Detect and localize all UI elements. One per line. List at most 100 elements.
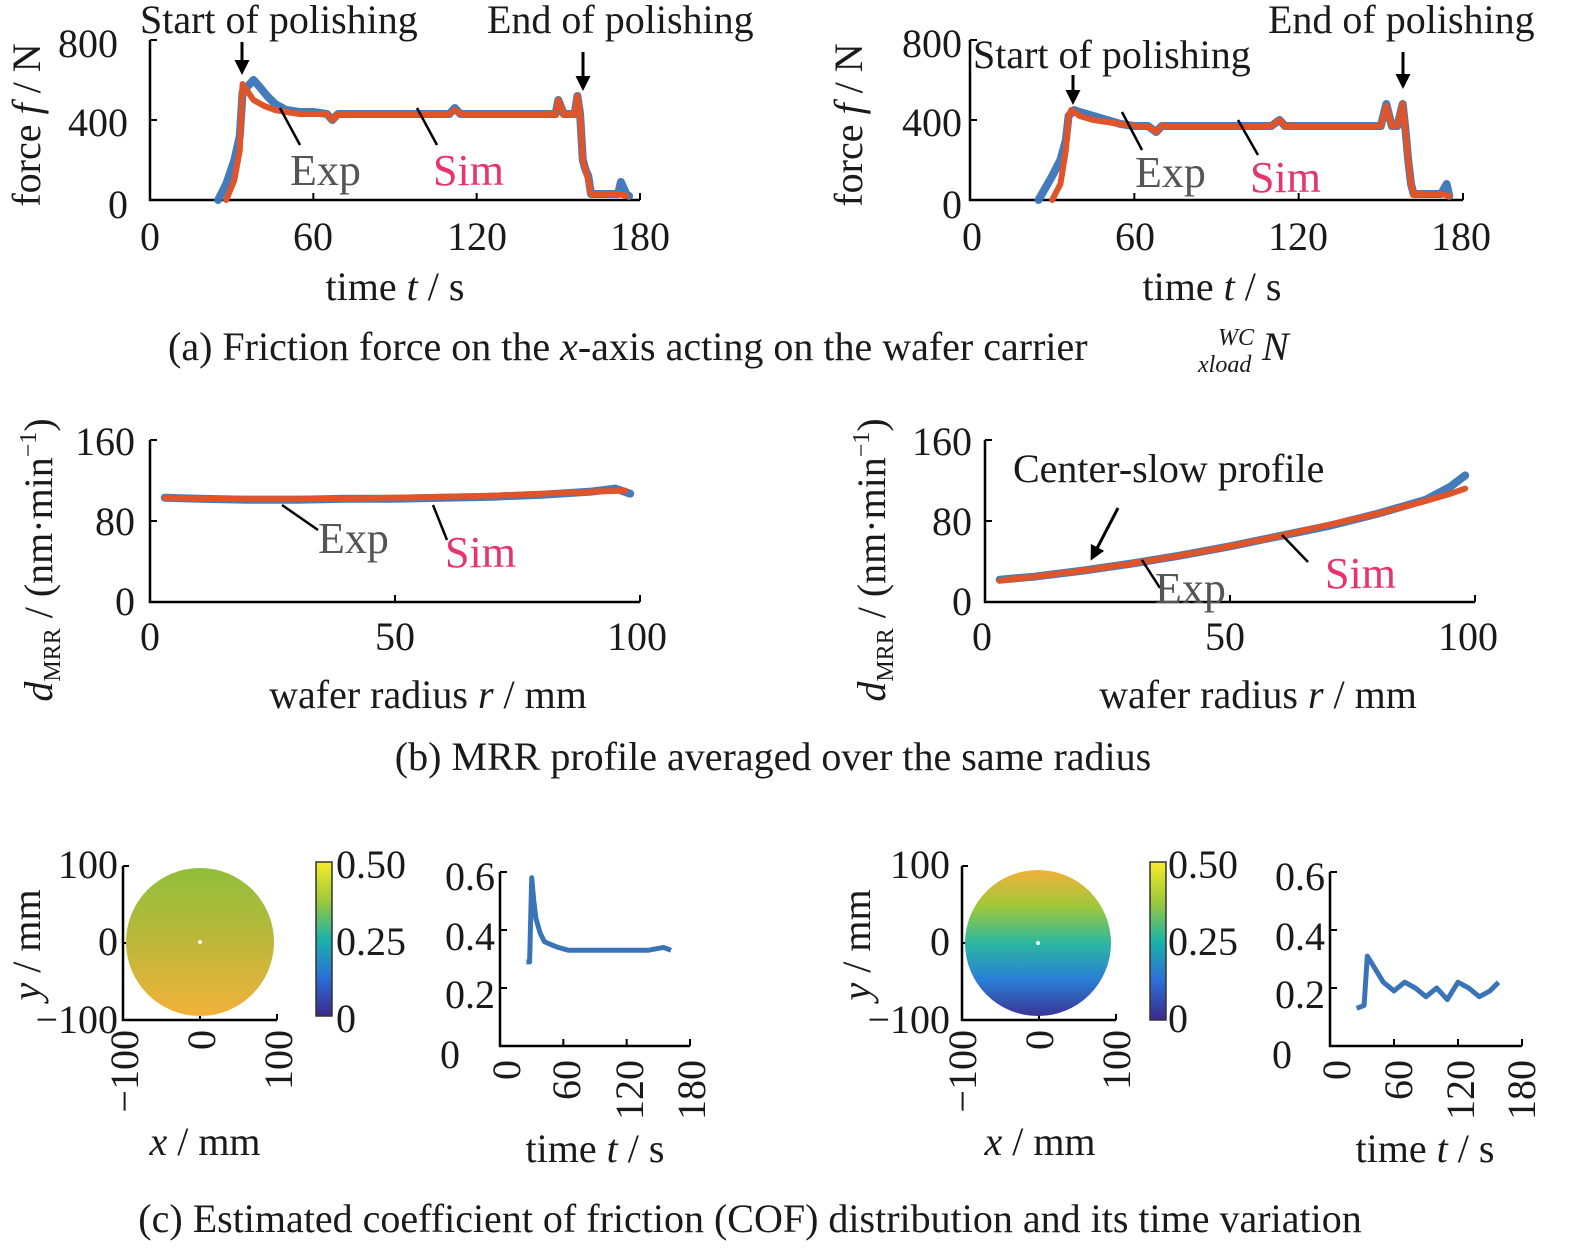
- xtick-label: 180: [669, 1060, 714, 1120]
- pointer-sim: [1281, 534, 1309, 563]
- ytick-label: 800: [58, 21, 118, 66]
- xtick-label: 60: [544, 1060, 589, 1100]
- ytick-label: 80: [95, 499, 135, 544]
- ytick-label: 0: [115, 579, 135, 624]
- sim-series-line: [996, 485, 1469, 584]
- center-mark: [198, 940, 202, 944]
- label-exp: Exp: [1135, 148, 1206, 197]
- axis-title-sup: −1: [849, 432, 875, 458]
- pointer-sim: [431, 504, 449, 541]
- annotation-center-slow: Center-slow profile: [1013, 446, 1324, 491]
- annotation-start: Start of polishing: [973, 32, 1251, 77]
- sim-series-line: [161, 487, 629, 502]
- ytick-label: 0.2: [1275, 972, 1325, 1017]
- arrow-center-slow: [1090, 507, 1120, 561]
- x-axis-title: time t / s: [1143, 264, 1282, 309]
- panel-force-left: 800 400 0 0 60 120 180 time t / s force …: [4, 0, 754, 309]
- axis-title-var: r: [1308, 672, 1324, 717]
- y-axis-title: dMRR / (nm·min−1): [849, 418, 899, 701]
- xtick-label: 100: [607, 614, 667, 659]
- ticks: [969, 39, 1464, 201]
- y-axis-title: y / mm: [4, 889, 49, 1004]
- caption-c: (c) Estimated coefficient of friction (C…: [138, 1196, 1361, 1241]
- xtick-label: −100: [940, 1030, 985, 1113]
- y-axis-title: dMRR / (nm·min−1): [16, 418, 66, 701]
- axis-title-part: time: [326, 264, 407, 309]
- axis-title-part: force: [4, 114, 49, 206]
- axis-title-unit: / mm: [834, 889, 879, 982]
- xtick-label: 120: [447, 214, 507, 259]
- cof-series-line: [1355, 953, 1501, 1011]
- xtick-label: 100: [256, 1030, 301, 1090]
- ytick-label: 160: [912, 419, 972, 464]
- ytick-label: 0: [930, 919, 950, 964]
- label-sim: Sim: [1325, 549, 1396, 598]
- axis-title-unit: / s: [1235, 264, 1282, 309]
- xtick-label: 60: [1376, 1060, 1421, 1100]
- axis-title-unit: / mm: [1324, 672, 1417, 717]
- axis-title-var: r: [478, 672, 494, 717]
- axis-title-part: time: [1356, 1126, 1437, 1171]
- panel-mrr-left: 160 80 0 0 50 100 wafer radius r / mm dM…: [16, 418, 667, 717]
- panel-cof-time-right: 0.6 0.4 0.2 0 0 60 120 180 time t / s: [1272, 854, 1544, 1171]
- panel-cof-map-left: 100 0 −100 −100 0 100 x / mm y / mm 0.50…: [4, 842, 406, 1164]
- xtick-label: 120: [1438, 1060, 1483, 1120]
- xtick-label: 0: [484, 1060, 529, 1080]
- axis-title-sub: MRR: [873, 628, 899, 681]
- ytick-label: 100: [890, 842, 950, 887]
- ticks: [1329, 871, 1523, 1047]
- ytick-label: 400: [68, 100, 128, 145]
- x-axis-title: time t / s: [1356, 1126, 1495, 1171]
- caption-part: (a) Friction force on the: [168, 324, 560, 369]
- xtick-label: 50: [1205, 614, 1245, 659]
- panel-mrr-right: 160 80 0 0 50 100 wafer radius r / mm dM…: [849, 418, 1498, 717]
- axes-frame: [148, 440, 640, 604]
- xtick-label: 0: [140, 214, 160, 259]
- ytick-label: 0: [952, 579, 972, 624]
- pointer-exp: [1140, 559, 1162, 589]
- ticks: [499, 871, 691, 1047]
- pointer-exp: [1120, 111, 1144, 151]
- x-axis-title: x / mm: [148, 1119, 260, 1164]
- ytick-label: 0: [1272, 1032, 1292, 1077]
- ytick-label: 0.6: [1275, 854, 1325, 899]
- ytick-label: 0.6: [445, 854, 495, 899]
- axis-title-unit: / s: [1448, 1126, 1495, 1171]
- ytick-label: 0: [942, 182, 962, 227]
- caption-b: (b) MRR profile averaged over the same r…: [395, 734, 1151, 779]
- series-lines: [160, 484, 635, 504]
- axis-title-var: t: [1437, 1126, 1449, 1171]
- pointer-exp: [278, 107, 302, 146]
- axis-title-unit: / mm: [494, 672, 587, 717]
- colorbar: [315, 861, 333, 1017]
- pointer-sim: [1236, 119, 1260, 156]
- xtick-label: 0: [1314, 1060, 1359, 1080]
- xtick-label: 180: [1431, 214, 1491, 259]
- xtick-label: 0: [179, 1030, 224, 1050]
- axis-title-var: t: [407, 264, 419, 309]
- annotation-end: End of polishing: [1268, 0, 1535, 42]
- xtick-label: 100: [1094, 1030, 1139, 1090]
- xtick-label: 60: [1115, 214, 1155, 259]
- axis-title-var: t: [1224, 264, 1236, 309]
- series-lines: [526, 875, 672, 965]
- caption-var: x: [559, 324, 578, 369]
- ytick-label: −100: [35, 997, 118, 1042]
- label-exp: Exp: [318, 514, 389, 563]
- ytick-label: −100: [867, 997, 950, 1042]
- colorbar: [1149, 861, 1167, 1021]
- y-axis-title: force f / N: [4, 43, 49, 206]
- sim-series-line: [1049, 101, 1453, 203]
- x-axis-title: time t / s: [526, 1126, 665, 1171]
- series-lines: [1034, 100, 1454, 204]
- xtick-label: 100: [1438, 614, 1498, 659]
- colorbar-tick-label: 0: [1168, 996, 1188, 1041]
- axis-title-var: d: [16, 681, 61, 702]
- caption-part: -axis acting on the wafer carrier: [578, 324, 1088, 369]
- xtick-label: 0: [140, 614, 160, 659]
- x-axis-title: time t / s: [326, 264, 465, 309]
- axis-title-var: y: [834, 983, 879, 1005]
- axis-title-var: t: [607, 1126, 619, 1171]
- sim-series-line: [223, 81, 630, 203]
